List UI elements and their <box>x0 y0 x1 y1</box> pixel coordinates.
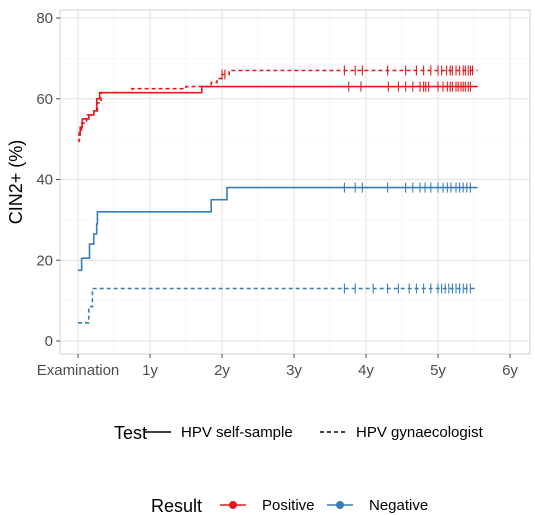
legend-test-label: HPV self-sample <box>181 424 293 441</box>
x-tick-label: 3y <box>286 362 302 379</box>
step-line-negative-hpv-gynaecologist <box>78 287 478 324</box>
x-tick-label: 4y <box>358 362 374 379</box>
x-tick-label: 6y <box>502 362 518 379</box>
step-line-positive-hpv-gynaecologist <box>78 69 478 142</box>
series-negative-hpv-self-sample <box>78 182 478 272</box>
axes: 0 20 40 60 80 Examination 1y 2y 3y 4y 5y 6y <box>36 10 518 379</box>
y-tick-label: 80 <box>36 10 53 27</box>
legend-test-title: Test <box>114 423 147 443</box>
legend-test-label: HPV gynaecologist <box>356 424 484 441</box>
x-tick-label: Examination <box>37 362 120 379</box>
y-tick-label: 40 <box>36 172 53 189</box>
x-tick-label: 1y <box>142 362 158 379</box>
legend-result-title: Result <box>151 496 202 515</box>
y-axis-title: CIN2+ (%) <box>6 140 26 225</box>
y-tick-label: 60 <box>36 91 53 108</box>
legend-result: Result Positive Negative <box>151 496 428 515</box>
grid <box>59 9 531 355</box>
legend-result-label: Negative <box>369 497 428 514</box>
legend-test: Test HPV self-sample HPV gynaecologist <box>114 423 484 443</box>
y-tick-label: 0 <box>45 333 53 350</box>
legend-key-dot <box>229 501 237 509</box>
series-negative-hpv-gynaecologist <box>78 283 478 324</box>
plot-panel <box>60 10 530 354</box>
x-tick-label: 5y <box>430 362 446 379</box>
plot-border <box>59 9 531 355</box>
legend-key-dot <box>336 501 344 509</box>
legend-result-label: Positive <box>262 497 315 514</box>
x-tick-label: 2y <box>214 362 230 379</box>
step-line-negative-hpv-self-sample <box>78 186 478 272</box>
y-tick-label: 20 <box>36 252 53 269</box>
series-layer <box>78 65 478 324</box>
series-positive-hpv-gynaecologist <box>78 65 478 142</box>
